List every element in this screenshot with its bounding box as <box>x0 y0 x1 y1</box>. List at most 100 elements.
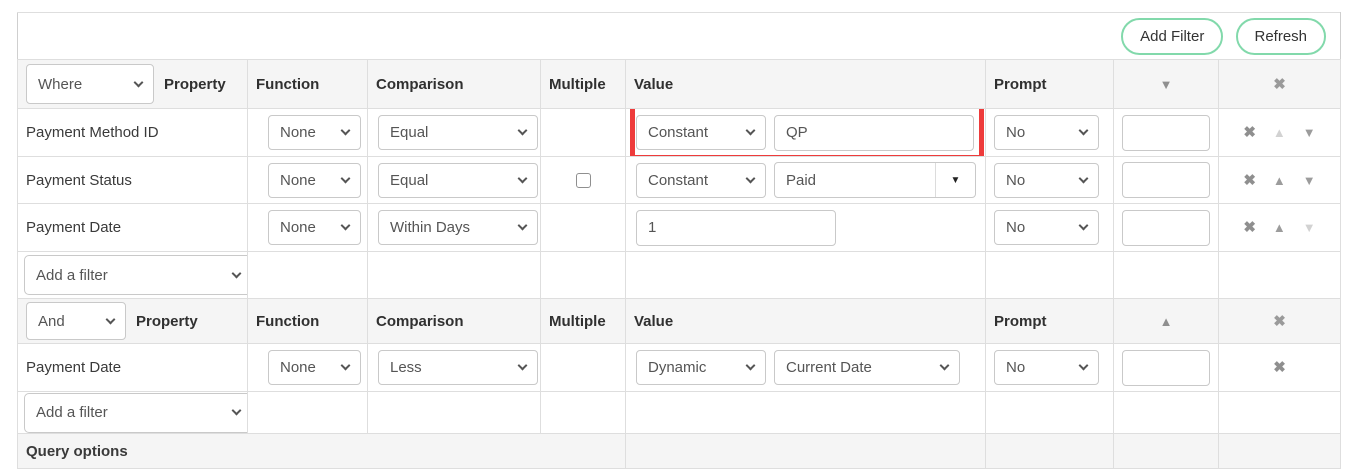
comparison-select[interactable]: Equal <box>378 115 538 150</box>
chevron-down-icon <box>340 360 351 371</box>
section-delete-icon[interactable]: ✖ <box>1273 312 1286 330</box>
prompt-label-input[interactable] <box>1122 114 1210 151</box>
property-name: Payment Date <box>26 219 122 236</box>
value-input[interactable] <box>774 114 974 151</box>
value-combobox[interactable]: Paid ▼ <box>774 162 976 198</box>
comparison-select[interactable]: Within Days <box>378 210 538 245</box>
value-dynamic-select-value: Current Date <box>786 359 872 376</box>
value-type-select[interactable]: Constant <box>636 162 766 198</box>
comparison-select[interactable]: Less <box>378 350 538 385</box>
prompt-select[interactable]: No <box>994 350 1099 385</box>
function-select-value: None <box>280 124 316 141</box>
filter-row-payment-method-id: Payment Method ID None Equal Constant No <box>17 108 1342 157</box>
add-filter-row: Add a filter <box>17 251 1342 299</box>
column-header-function: Function <box>247 59 368 109</box>
prompt-select-value: No <box>1006 219 1026 236</box>
add-filter-select[interactable]: Add a filter <box>24 392 247 433</box>
combobox-dropdown-icon[interactable]: ▼ <box>935 163 975 197</box>
add-filter-button[interactable]: Add Filter <box>1121 17 1224 55</box>
column-header-comparison: Comparison <box>367 298 541 344</box>
add-filter-row: Add a filter <box>17 391 1342 434</box>
add-filter-select[interactable]: Add a filter <box>24 255 247 295</box>
connector-select[interactable]: Where <box>26 64 154 104</box>
delete-row-icon[interactable]: ✖ <box>1243 219 1256 236</box>
move-down-icon[interactable]: ▼ <box>1302 172 1316 188</box>
section-collapse-icon[interactable]: ▼ <box>1159 76 1173 92</box>
value-type-select-value: Dynamic <box>648 359 707 376</box>
column-header-property: Property <box>164 75 226 93</box>
section-delete-icon[interactable]: ✖ <box>1273 75 1286 93</box>
property-name: Payment Status <box>26 171 132 189</box>
toolbar-row: Add Filter Refresh <box>16 12 1342 60</box>
function-select[interactable]: None <box>268 210 361 245</box>
prompt-select-value: No <box>1006 359 1026 376</box>
chevron-down-icon <box>231 268 242 278</box>
filter-row-payment-status: Payment Status None Equal Constant Paid … <box>17 156 1342 204</box>
section2-header-row: And Property Function Comparison Multipl… <box>17 298 1342 344</box>
chevron-down-icon <box>105 314 116 324</box>
value-type-select[interactable]: Constant <box>636 115 766 150</box>
prompt-select[interactable]: No <box>994 210 1099 245</box>
function-select[interactable]: None <box>268 115 361 150</box>
query-options-label[interactable]: Query options <box>17 433 626 469</box>
connector-select-value: Where <box>38 75 83 93</box>
value-type-select[interactable]: Dynamic <box>636 350 766 385</box>
column-header-comparison: Comparison <box>367 59 541 109</box>
chevron-down-icon <box>1078 173 1089 183</box>
filter-builder-table: Add Filter Refresh Where Property Functi… <box>16 12 1342 469</box>
prompt-select[interactable]: No <box>994 115 1099 150</box>
chevron-down-icon <box>517 173 528 183</box>
column-header-multiple: Multiple <box>540 59 626 109</box>
prompt-label-input[interactable] <box>1122 162 1210 198</box>
chevron-down-icon <box>231 405 242 416</box>
move-up-icon: ▲ <box>1272 125 1286 140</box>
move-up-icon[interactable]: ▲ <box>1272 220 1286 235</box>
value-dynamic-select[interactable]: Current Date <box>774 350 960 385</box>
function-select-value: None <box>280 219 316 236</box>
prompt-label-input[interactable] <box>1122 209 1210 246</box>
property-name: Payment Date <box>26 359 122 376</box>
chevron-down-icon <box>340 220 351 231</box>
comparison-select-value: Equal <box>390 171 429 189</box>
refresh-button[interactable]: Refresh <box>1235 17 1327 55</box>
function-select[interactable]: None <box>268 162 361 198</box>
chevron-down-icon <box>939 360 950 371</box>
chevron-down-icon <box>340 173 351 183</box>
column-header-prompt: Prompt <box>985 59 1114 109</box>
section1-header-row: Where Property Function Comparison Multi… <box>17 59 1342 109</box>
prompt-select-value: No <box>1006 124 1026 141</box>
column-header-function: Function <box>247 298 368 344</box>
multiple-checkbox[interactable] <box>575 172 591 188</box>
function-select-value: None <box>280 359 316 376</box>
delete-row-icon[interactable]: ✖ <box>1243 171 1256 189</box>
column-header-property: Property <box>136 312 198 330</box>
chevron-down-icon <box>340 125 351 136</box>
connector-select-value: And <box>38 312 65 330</box>
add-filter-select-value: Add a filter <box>36 404 108 421</box>
delete-row-icon[interactable]: ✖ <box>1273 359 1286 376</box>
chevron-down-icon <box>745 125 756 136</box>
move-up-icon[interactable]: ▲ <box>1272 172 1286 188</box>
filter-row-payment-date: Payment Date None Within Days No ✖ <box>17 203 1342 252</box>
column-header-multiple: Multiple <box>540 298 626 344</box>
chevron-down-icon <box>517 220 528 231</box>
function-select[interactable]: None <box>268 350 361 385</box>
chevron-down-icon <box>517 360 528 371</box>
column-header-value: Value <box>625 298 986 344</box>
chevron-down-icon <box>133 77 144 87</box>
comparison-select-value: Within Days <box>390 219 471 236</box>
move-down-icon: ▼ <box>1302 220 1316 235</box>
move-down-icon[interactable]: ▼ <box>1302 125 1316 140</box>
comparison-select-value: Equal <box>390 124 429 141</box>
section-collapse-icon[interactable]: ▲ <box>1159 313 1173 329</box>
prompt-select[interactable]: No <box>994 162 1099 198</box>
chevron-down-icon <box>1078 220 1089 231</box>
prompt-label-input[interactable] <box>1122 349 1210 386</box>
value-input[interactable] <box>636 209 836 246</box>
chevron-down-icon <box>1078 125 1089 136</box>
comparison-select-value: Less <box>390 359 422 376</box>
comparison-select[interactable]: Equal <box>378 162 538 198</box>
value-type-select-value: Constant <box>648 124 709 141</box>
delete-row-icon[interactable]: ✖ <box>1243 124 1256 141</box>
connector-select[interactable]: And <box>26 302 126 340</box>
